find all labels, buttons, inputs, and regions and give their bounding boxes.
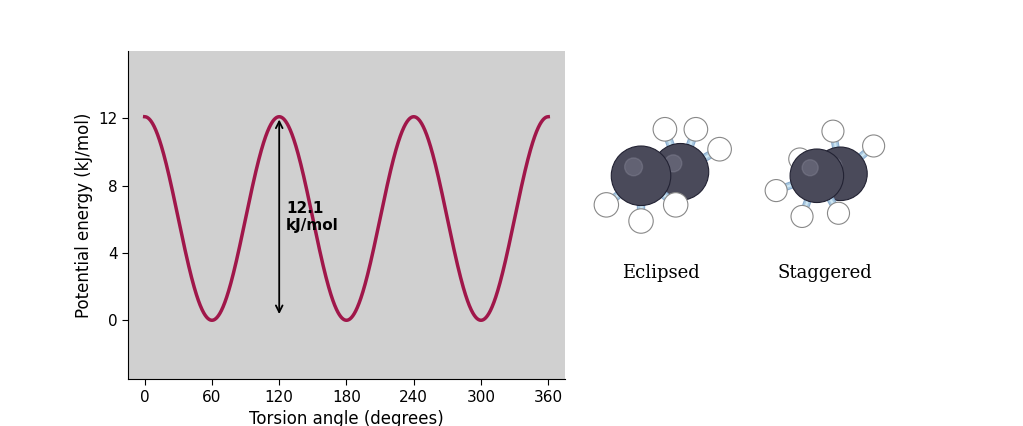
- Circle shape: [612, 146, 671, 205]
- Y-axis label: Potential energy (kJ/mol): Potential energy (kJ/mol): [75, 112, 93, 318]
- Circle shape: [765, 179, 787, 201]
- Circle shape: [653, 118, 676, 141]
- Circle shape: [828, 202, 849, 224]
- Circle shape: [708, 138, 731, 161]
- Text: 12.1
kJ/mol: 12.1 kJ/mol: [286, 201, 339, 233]
- Circle shape: [652, 144, 709, 200]
- Circle shape: [821, 120, 844, 142]
- Circle shape: [594, 193, 619, 217]
- Circle shape: [813, 147, 868, 201]
- Text: Eclipsed: Eclipsed: [622, 264, 700, 282]
- Circle shape: [665, 155, 681, 172]
- Circle shape: [629, 209, 654, 233]
- Circle shape: [791, 205, 813, 227]
- Text: Staggered: Staggered: [777, 264, 872, 282]
- Circle shape: [802, 160, 818, 176]
- Circle shape: [625, 158, 642, 176]
- Circle shape: [790, 149, 844, 202]
- Circle shape: [862, 135, 885, 157]
- X-axis label: Torsion angle (degrees): Torsion angle (degrees): [249, 410, 444, 426]
- Circle shape: [826, 158, 842, 174]
- Circle shape: [684, 118, 708, 141]
- Circle shape: [664, 193, 687, 217]
- Circle shape: [789, 148, 811, 170]
